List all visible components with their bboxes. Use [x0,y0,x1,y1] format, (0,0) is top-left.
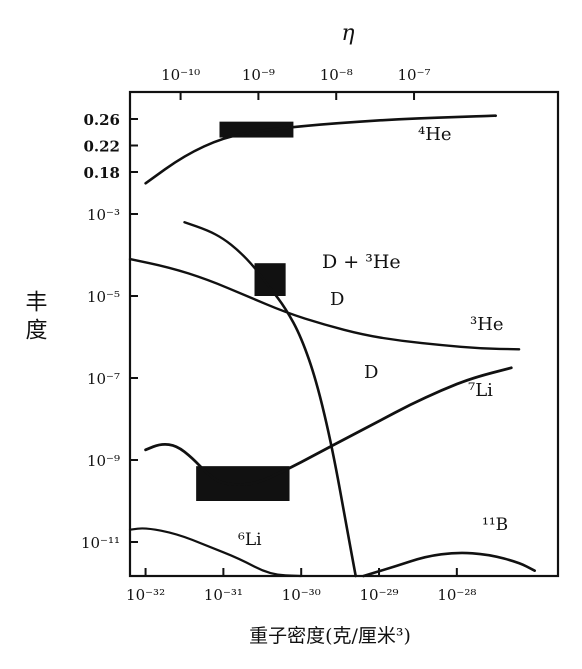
top-axis-ticks: 10⁻¹⁰ 10⁻⁹ 10⁻⁸ 10⁻⁷ [161,66,431,100]
y-tick-label: 0.26 [83,111,120,129]
series-line [144,114,498,185]
label-d-plus-he3: D + ³He [322,251,401,273]
observed-box [254,263,286,296]
top-axis-title: η [341,21,354,46]
x-tick-label: 10⁻³¹ [204,586,243,604]
top-tick-label: 10⁻⁹ [242,66,275,84]
observed-box [219,121,294,138]
abundance-curves [128,114,536,578]
label-li6: ⁶Li [238,530,262,550]
x-tick-label: 10⁻²⁸ [437,586,476,604]
series-line [268,286,357,578]
series-line [362,551,536,578]
series-line [128,257,521,351]
series-line [144,366,513,487]
y-tick-label: 10⁻⁷ [87,370,120,388]
y-tick-label: 0.18 [83,164,120,182]
label-he3: ³He [470,314,504,335]
top-tick-label: 10⁻⁷ [398,66,431,84]
x-tick-label: 10⁻³² [126,586,165,604]
label-d-lower: D [364,362,378,383]
label-d-upper: D [330,289,344,310]
series-line [128,527,303,578]
y-tick-label: 10⁻⁹ [87,452,120,470]
y-axis-ticks: 0.26 0.22 0.18 10⁻³ 10⁻⁵ 10⁻⁷ 10⁻⁹ 10⁻¹¹ [81,111,138,552]
series-line [183,221,272,290]
label-li7: ⁷Li [468,380,493,401]
x-tick-label: 10⁻³⁰ [282,586,321,604]
observed-constraint-boxes [196,121,294,501]
plot-frame [128,90,560,578]
x-axis-ticks: 10⁻³² 10⁻³¹ 10⁻³⁰ 10⁻²⁹ 10⁻²⁸ [126,568,476,604]
y-tick-label: 10⁻¹¹ [81,534,120,552]
y-tick-label: 10⁻⁵ [87,288,120,306]
y-tick-label: 10⁻³ [87,206,120,224]
top-tick-label: 10⁻⁸ [320,66,353,84]
x-axis-title: 重子密度(克/厘米³) [249,625,411,647]
y-axis-title: 丰度 [22,290,48,346]
label-b11: ¹¹B [482,515,508,535]
y-tick-label: 0.22 [83,138,120,156]
x-tick-label: 10⁻²⁹ [360,586,399,604]
label-he4: ⁴He [418,124,452,145]
top-tick-label: 10⁻¹⁰ [161,66,200,84]
